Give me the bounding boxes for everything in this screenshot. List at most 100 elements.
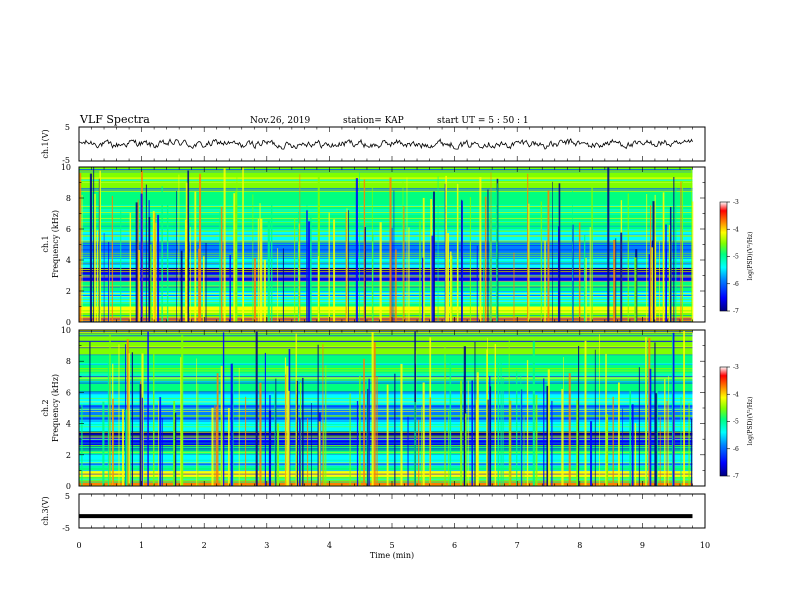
spectrogram-burst (500, 361, 502, 486)
spectrogram-burst (255, 331, 258, 486)
spectrogram-burst (419, 220, 421, 322)
spectrogram-line (79, 229, 693, 231)
spectrogram-burst (274, 384, 277, 486)
spectrogram-line (79, 364, 693, 366)
ch3-ytick-bottom: -5 (62, 524, 70, 533)
spectrogram-burst (81, 405, 83, 486)
spectrogram-line (79, 279, 693, 281)
ch2-spectrogram-panel: 0 2 4 6 8 10 ch.2 Frequency (kHz) (41, 326, 706, 491)
spectrogram-burst (89, 341, 91, 486)
spectrogram-line (79, 206, 693, 207)
spectrogram-line (79, 456, 693, 457)
spectrogram-line (79, 436, 693, 438)
spectrogram-burst (356, 400, 359, 486)
spectrogram-burst (395, 249, 397, 322)
x-tick-label: 7 (515, 541, 520, 550)
spectrogram-line (79, 220, 693, 222)
spectrogram-burst (465, 413, 467, 486)
spectrogram-burst (671, 333, 673, 486)
spectrogram-burst (659, 416, 661, 486)
spectrogram-burst (590, 421, 593, 486)
spectrogram-line (79, 188, 693, 190)
ch1-waveform-ticks (78, 127, 706, 161)
ch1-spectrogram-ylabel: Frequency (kHz) (51, 210, 60, 278)
spectrogram-line (79, 210, 693, 212)
spectrogram-burst (463, 375, 465, 486)
spectrogram-burst (295, 333, 297, 486)
spectrogram-burst (236, 172, 238, 322)
y-tick-label: 6 (66, 225, 71, 234)
spectrogram-line (79, 439, 693, 441)
spectrogram-burst (594, 349, 596, 486)
spectrogram-burst (431, 235, 434, 322)
spectrogram-burst (245, 396, 247, 486)
ch1-colorbar-label: log(PSD)(V²/Hz) (747, 232, 754, 281)
spectrogram-burst (433, 191, 435, 322)
spectrogram-burst (672, 332, 675, 486)
ch1-waveform-frame (78, 126, 706, 162)
date-label: Nov.26, 2019 (250, 116, 311, 126)
spectrogram-burst (263, 259, 266, 322)
x-tick-label: 1 (139, 541, 144, 550)
spectrogram-burst (145, 184, 147, 322)
spectrogram-line (79, 331, 693, 332)
spectrogram-burst (102, 401, 105, 486)
spectrogram-burst (285, 374, 286, 486)
spectrogram-burst (692, 201, 694, 322)
spectrogram-burst (532, 341, 535, 486)
spectrogram-line (79, 244, 693, 245)
spectrogram-line (79, 363, 693, 365)
spectrogram-burst (376, 376, 378, 486)
x-tick-label: 2 (202, 541, 207, 550)
spectrogram-burst (107, 361, 109, 486)
x-axis-label: Time (min) (370, 551, 414, 560)
spectrogram-line (79, 435, 693, 437)
spectrogram-burst (141, 397, 143, 486)
colorbar-tick-label: -5 (733, 419, 739, 426)
spectrogram-burst (363, 179, 366, 322)
spectrogram-burst (348, 210, 350, 322)
ch2-spectrogram-ylabel: Frequency (kHz) (51, 374, 60, 442)
spectrogram-burst (359, 172, 360, 322)
spectrogram-burst (669, 207, 672, 322)
spectrogram-line (79, 332, 693, 334)
spectrogram-burst (252, 194, 254, 322)
spectrogram-burst (259, 382, 262, 486)
spectrogram-burst (166, 192, 169, 322)
spectrogram-burst (422, 197, 425, 322)
spectrogram-burst (508, 336, 510, 486)
spectrogram-line (79, 293, 693, 294)
spectrogram-burst (576, 399, 578, 486)
spectrogram-band (79, 465, 693, 471)
spectrogram-burst (557, 226, 559, 322)
x-tick-label: 10 (700, 541, 710, 550)
spectrogram-burst (99, 170, 101, 322)
spectrogram-line (79, 480, 693, 482)
spectrogram-burst (475, 399, 478, 486)
spectrogram-line (79, 296, 693, 298)
spectrogram-line (79, 473, 693, 475)
spectrogram-line (79, 315, 693, 316)
ch1-waveform-ylabel: ch.1(V) (41, 129, 50, 158)
spectrogram-band (79, 301, 693, 307)
spectrogram-line (79, 373, 693, 375)
spectrogram-burst (618, 382, 620, 486)
spectrogram-burst (93, 167, 95, 322)
spectrogram-line (79, 424, 693, 425)
spectrogram-burst (286, 366, 289, 486)
spectrogram-line (79, 363, 693, 365)
spectrogram-line (79, 310, 693, 312)
spectrogram-burst (148, 216, 151, 322)
spectrogram-line (79, 401, 693, 403)
spectrogram-burst (386, 384, 389, 486)
spectrogram-burst (159, 397, 162, 486)
spectrogram-line (79, 204, 693, 206)
spectrogram-burst (467, 380, 469, 486)
spectrogram-burst (219, 211, 221, 322)
spectrogram-line (79, 346, 693, 348)
spectrogram-burst (211, 407, 214, 486)
spectrogram-line (79, 470, 693, 472)
x-tick-label: 6 (452, 541, 457, 550)
spectrogram-line (79, 275, 693, 277)
spectrogram-burst (111, 195, 113, 322)
